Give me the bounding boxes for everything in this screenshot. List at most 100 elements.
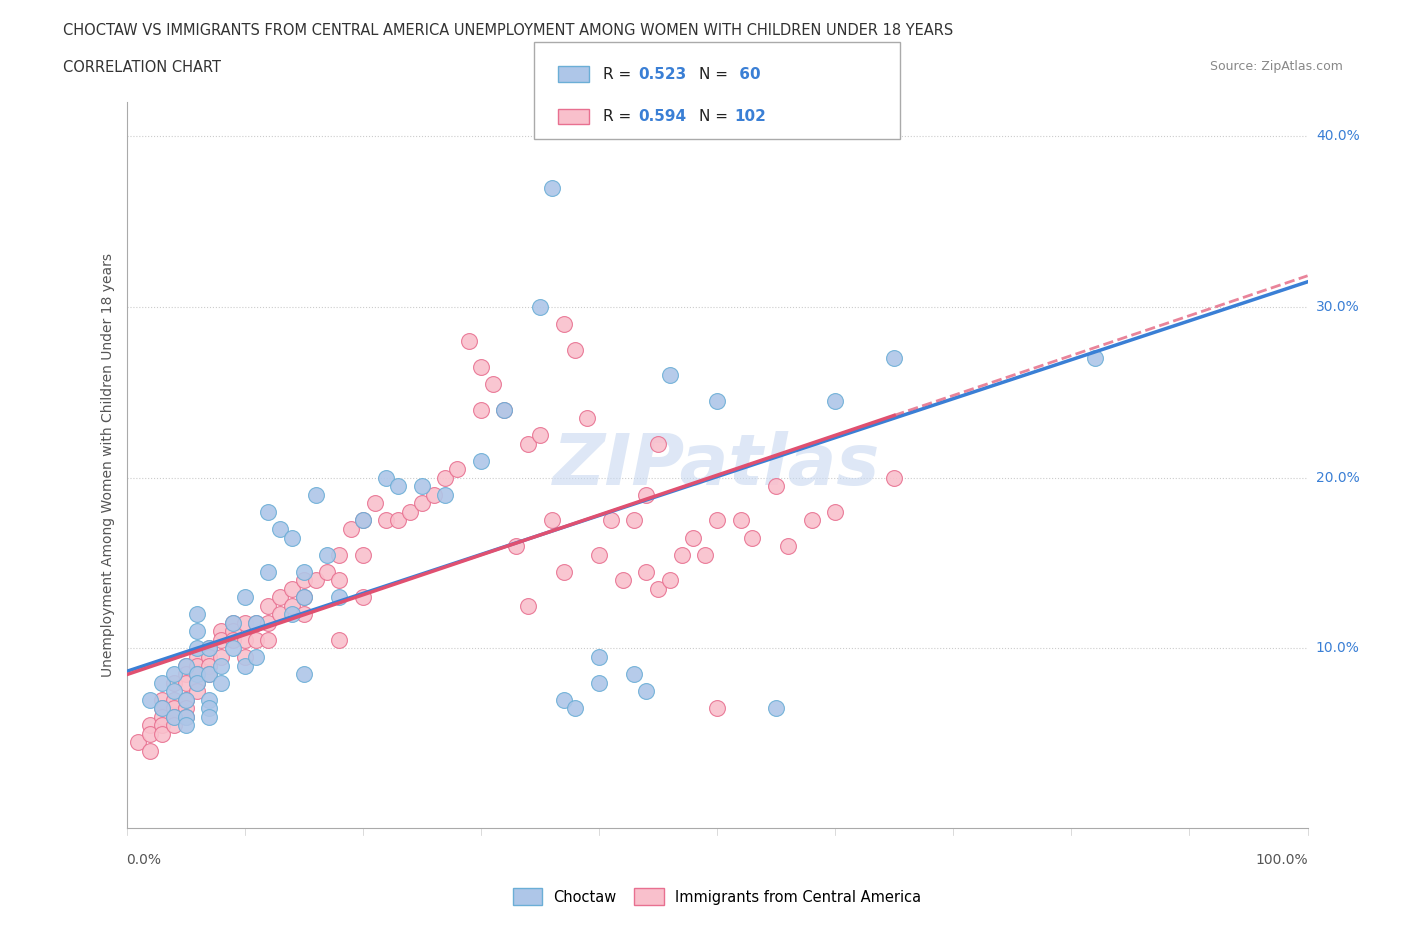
Point [186,684,208,698]
Point [671,547,693,562]
Point [352,547,374,562]
Point [292,607,315,622]
Point [139,743,162,758]
Point [222,641,245,656]
Text: 30.0%: 30.0% [1316,300,1360,314]
Point [174,701,197,716]
Point [328,632,350,647]
Point [198,658,221,673]
Point [150,718,173,733]
Point [139,726,162,741]
Text: 0.0%: 0.0% [127,853,162,867]
Point [174,658,197,673]
Point [588,649,610,664]
Text: 0.594: 0.594 [638,109,686,124]
Point [163,710,186,724]
Point [198,701,221,716]
Point [458,334,481,349]
Point [150,692,173,707]
Point [588,675,610,690]
Point [765,479,787,494]
Point [776,538,799,553]
Point [540,180,562,195]
Point [150,701,173,716]
Point [375,513,398,528]
Point [411,479,433,494]
Point [824,504,846,519]
Point [494,402,516,417]
Point [163,692,186,707]
Point [186,658,208,673]
Point [233,632,256,647]
Point [706,701,728,716]
Point [198,649,221,664]
Point [186,667,208,682]
Point [186,607,208,622]
Point [883,471,905,485]
Point [470,402,492,417]
Point [150,726,173,741]
Text: ZIPatlas: ZIPatlas [554,431,880,499]
Legend: Choctaw, Immigrants from Central America: Choctaw, Immigrants from Central America [508,883,927,911]
Point [150,701,173,716]
Point [174,675,197,690]
Point [706,393,728,408]
Point [800,513,823,528]
Point [163,710,186,724]
Point [328,547,350,562]
Point [352,513,374,528]
Text: CHOCTAW VS IMMIGRANTS FROM CENTRAL AMERICA UNEMPLOYMENT AMONG WOMEN WITH CHILDRE: CHOCTAW VS IMMIGRANTS FROM CENTRAL AMERI… [63,23,953,38]
Point [446,462,468,477]
Point [588,547,610,562]
Point [198,667,221,682]
Point [564,701,586,716]
Point [292,590,315,604]
Point [730,513,752,528]
Point [328,573,350,588]
Point [139,692,162,707]
Point [434,471,457,485]
Point [328,590,350,604]
Point [198,641,221,656]
Text: Source: ZipAtlas.com: Source: ZipAtlas.com [1209,60,1343,73]
Point [257,616,280,631]
Point [233,658,256,673]
Point [209,632,232,647]
Point [163,701,186,716]
Point [883,351,905,365]
Point [186,641,208,656]
Point [186,667,208,682]
Point [540,513,562,528]
Point [222,632,245,647]
Point [340,522,363,537]
Point [352,590,374,604]
Point [695,547,717,562]
Point [612,573,634,588]
Point [269,607,291,622]
Point [245,616,267,631]
Point [352,513,374,528]
Point [576,411,599,426]
Point [186,675,208,690]
Point [222,616,245,631]
Point [316,565,339,579]
Point [517,598,540,613]
Point [517,436,540,451]
Point [494,402,516,417]
Point [174,692,197,707]
Point [163,684,186,698]
Point [198,641,221,656]
Text: 100.0%: 100.0% [1256,853,1308,867]
Point [281,581,304,596]
Point [222,624,245,639]
Point [281,530,304,545]
Point [257,565,280,579]
Point [529,299,551,314]
Point [174,667,197,682]
Point [765,701,787,716]
Point [292,590,315,604]
Point [245,649,267,664]
Point [553,565,575,579]
Point [623,513,645,528]
Point [186,675,208,690]
